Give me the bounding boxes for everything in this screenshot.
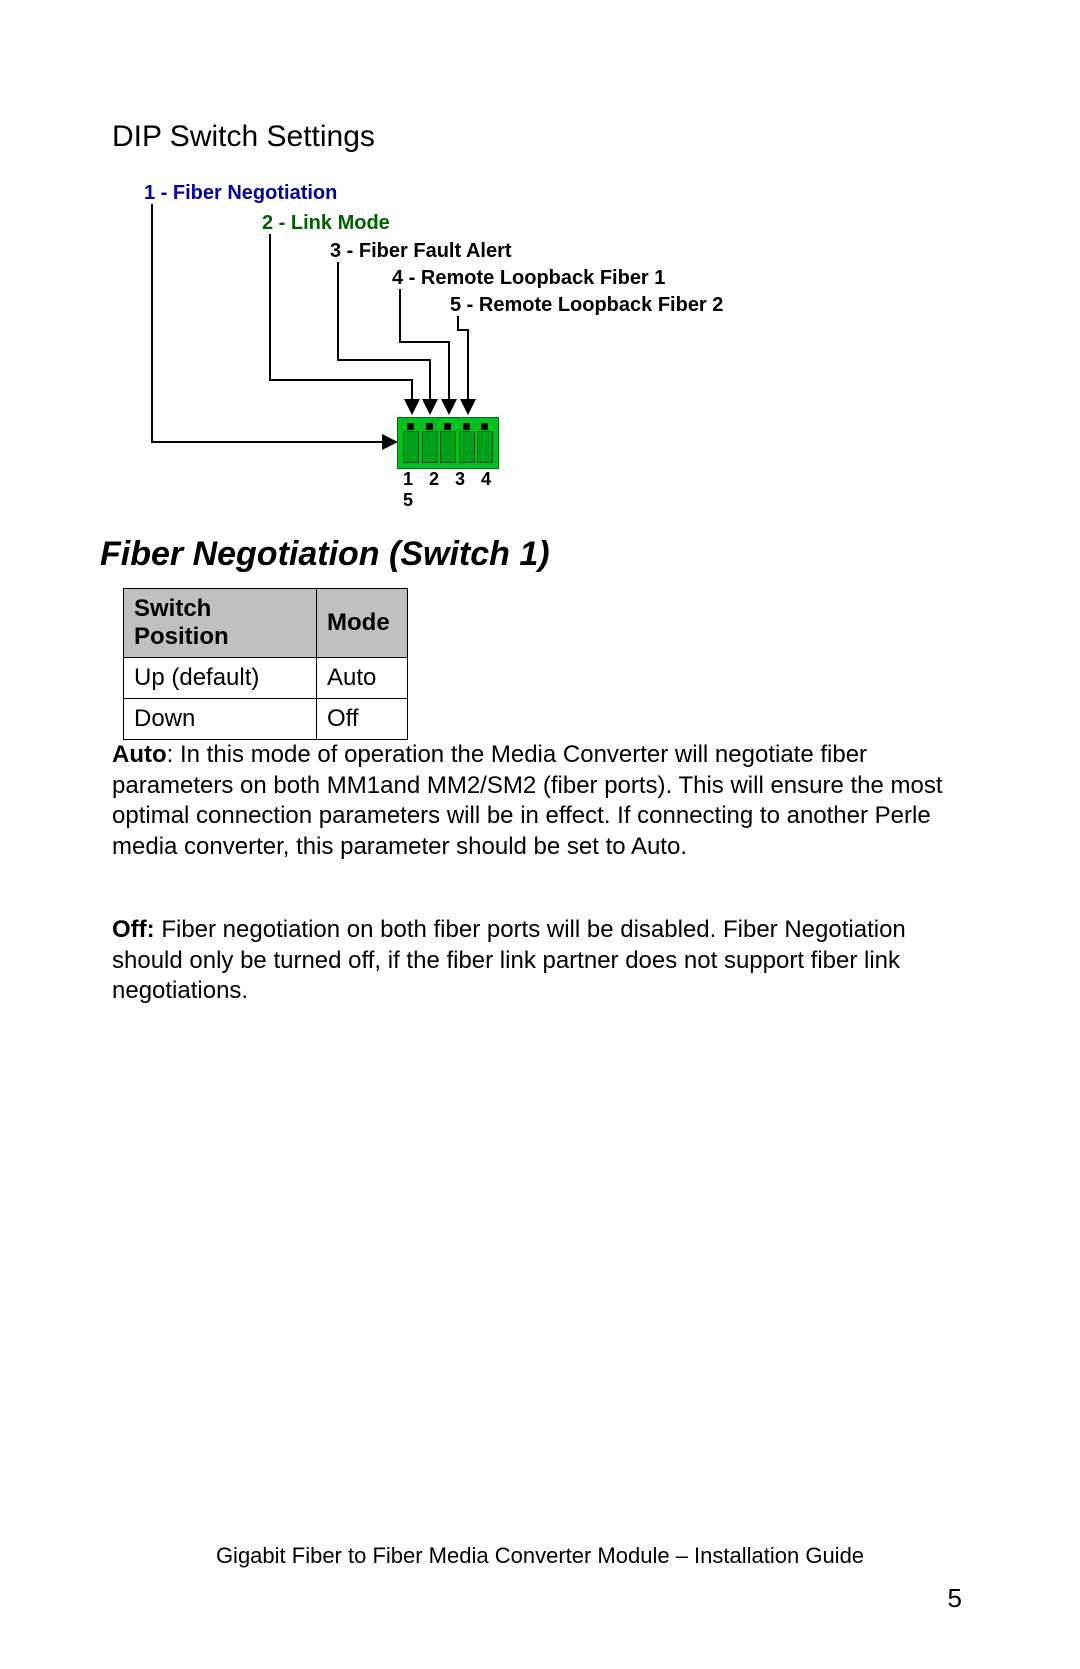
table-header-row: Switch Position Mode bbox=[124, 589, 408, 658]
page-number: 5 bbox=[948, 1583, 962, 1614]
cell-mode-0: Auto bbox=[317, 658, 408, 699]
dip-slot-4 bbox=[459, 431, 475, 463]
dip-dot-1 bbox=[407, 423, 414, 430]
fiber-negotiation-table: Switch Position Mode Up (default) Auto D… bbox=[123, 588, 408, 740]
dip-diagram: 1 - Fiber Negotiation 2 - Link Mode 3 - … bbox=[112, 170, 872, 510]
dip-slot-3 bbox=[440, 431, 456, 463]
dip-switch: 1 2 3 4 5 bbox=[397, 417, 497, 469]
dip-dot-3 bbox=[444, 423, 451, 430]
para-auto-bold: Auto bbox=[112, 741, 167, 768]
cell-mode-1: Off bbox=[317, 699, 408, 740]
para-off: Off: Fiber negotiation on both fiber por… bbox=[112, 915, 952, 1007]
dip-slot-5 bbox=[477, 431, 493, 463]
table-row: Down Off bbox=[124, 699, 408, 740]
cell-pos-0: Up (default) bbox=[124, 658, 317, 699]
page: DIP Switch Settings 1 - Fiber Negotiatio… bbox=[0, 0, 1080, 1669]
table-row: Up (default) Auto bbox=[124, 658, 408, 699]
col-switch-position: Switch Position bbox=[124, 589, 317, 658]
dip-slot-1 bbox=[403, 431, 419, 463]
para-auto: Auto: In this mode of operation the Medi… bbox=[112, 740, 952, 863]
dip-dot-2 bbox=[426, 423, 433, 430]
col-mode: Mode bbox=[317, 589, 408, 658]
section-title: DIP Switch Settings bbox=[112, 120, 375, 154]
dip-numbers: 1 2 3 4 5 bbox=[403, 469, 511, 511]
cell-pos-1: Down bbox=[124, 699, 317, 740]
fiber-negotiation-heading: Fiber Negotiation (Switch 1) bbox=[100, 535, 550, 574]
footer-text: Gigabit Fiber to Fiber Media Converter M… bbox=[0, 1543, 1080, 1569]
dip-slot-2 bbox=[422, 431, 438, 463]
dip-dot-5 bbox=[481, 423, 488, 430]
para-off-text: Fiber negotiation on both fiber ports wi… bbox=[112, 916, 906, 1004]
dip-dot-4 bbox=[463, 423, 470, 430]
para-off-bold: Off: bbox=[112, 916, 155, 943]
para-auto-text: : In this mode of operation the Media Co… bbox=[112, 741, 943, 860]
